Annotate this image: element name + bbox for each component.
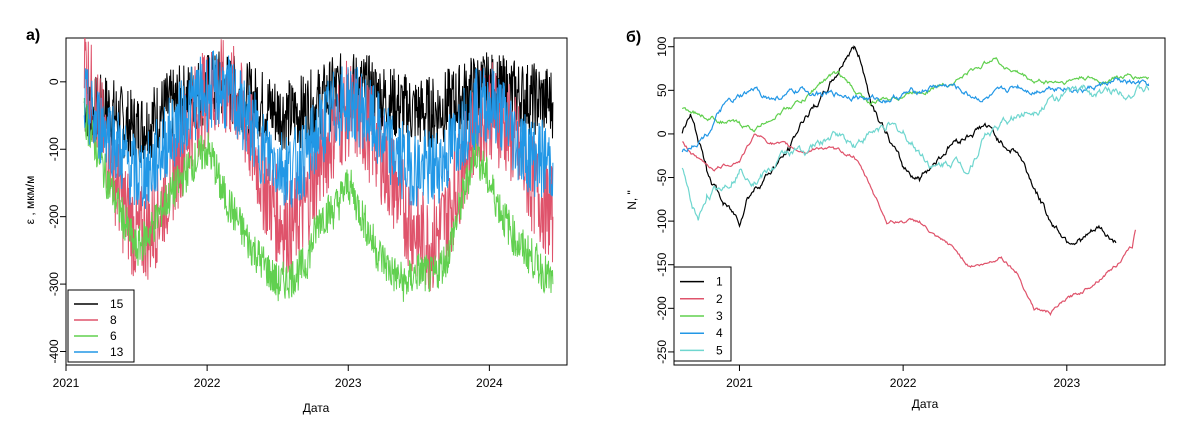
panel-a-x-axis: 2021 2022 2023 2024	[53, 364, 503, 390]
legend-box	[67, 289, 135, 363]
y-tick-label: -200	[47, 204, 61, 228]
panel-a: а) 2021 2022 2023 2024 0 -100 -200 -300 -400 Да…	[23, 27, 568, 415]
y-tick-label: -300	[47, 272, 61, 296]
legend-box	[673, 266, 732, 362]
series-line-13	[83, 50, 554, 209]
x-tick-label: 2023	[1053, 376, 1080, 390]
legend-label-4: 4	[716, 326, 723, 340]
panel-a-label: а)	[26, 27, 40, 44]
panel-b-y-axis: 100 50 0 -50 -100 -150 -200 -250	[655, 36, 674, 364]
panel-a-x-label: Дата	[303, 401, 330, 415]
y-tick-label: -200	[655, 296, 669, 320]
legend-label-3: 3	[716, 309, 723, 323]
legend-label-13: 13	[110, 345, 124, 359]
panel-b-y-label: N, "	[625, 190, 639, 210]
panel-b-x-axis: 2021 2022 2023	[726, 364, 1080, 390]
y-tick-label: 0	[47, 78, 61, 85]
panel-a-y-axis: 0 -100 -200 -300 -400	[47, 78, 66, 364]
y-tick-label: 0	[655, 130, 669, 137]
y-tick-label: -150	[655, 252, 669, 276]
x-tick-label: 2023	[335, 376, 362, 390]
legend-label-5: 5	[716, 343, 723, 357]
legend-label-6: 6	[110, 329, 117, 343]
series-line-1	[681, 45, 1117, 246]
x-tick-label: 2022	[890, 376, 917, 390]
legend-label-1: 1	[716, 275, 723, 289]
x-tick-label: 2024	[476, 376, 503, 390]
panel-b-x-label: Дата	[912, 397, 939, 411]
series-line-4	[681, 77, 1150, 153]
y-tick-label: -100	[47, 137, 61, 161]
panel-b-legend: 1 2 3 4 5	[673, 266, 732, 362]
legend-label-8: 8	[110, 313, 117, 327]
series-line-3	[681, 56, 1150, 133]
x-tick-label: 2021	[53, 376, 80, 390]
panel-a-y-label: ε , мкм/м	[23, 176, 37, 225]
x-tick-label: 2022	[194, 376, 221, 390]
series-line-6	[83, 97, 554, 302]
panel-b-series-layer	[681, 45, 1150, 317]
y-tick-label: -50	[655, 169, 669, 187]
panel-a-legend: 15 8 6 13	[67, 289, 135, 363]
x-tick-label: 2021	[726, 376, 753, 390]
legend-label-15: 15	[110, 297, 124, 311]
panel-b-label: б)	[626, 29, 641, 46]
y-tick-label: 50	[655, 83, 669, 97]
y-tick-label: -400	[47, 339, 61, 363]
legend-label-2: 2	[716, 292, 723, 306]
y-tick-label: -100	[655, 209, 669, 233]
panel-a-series-layer	[83, 38, 554, 302]
panel-b: б) 2021 2022 2023 100 50 0 -50 -100 -150 -200 -25…	[625, 29, 1166, 411]
y-tick-label: 100	[655, 36, 669, 56]
series-line-2	[682, 133, 1137, 317]
y-tick-label: -250	[655, 340, 669, 364]
series-line-5	[681, 83, 1150, 221]
